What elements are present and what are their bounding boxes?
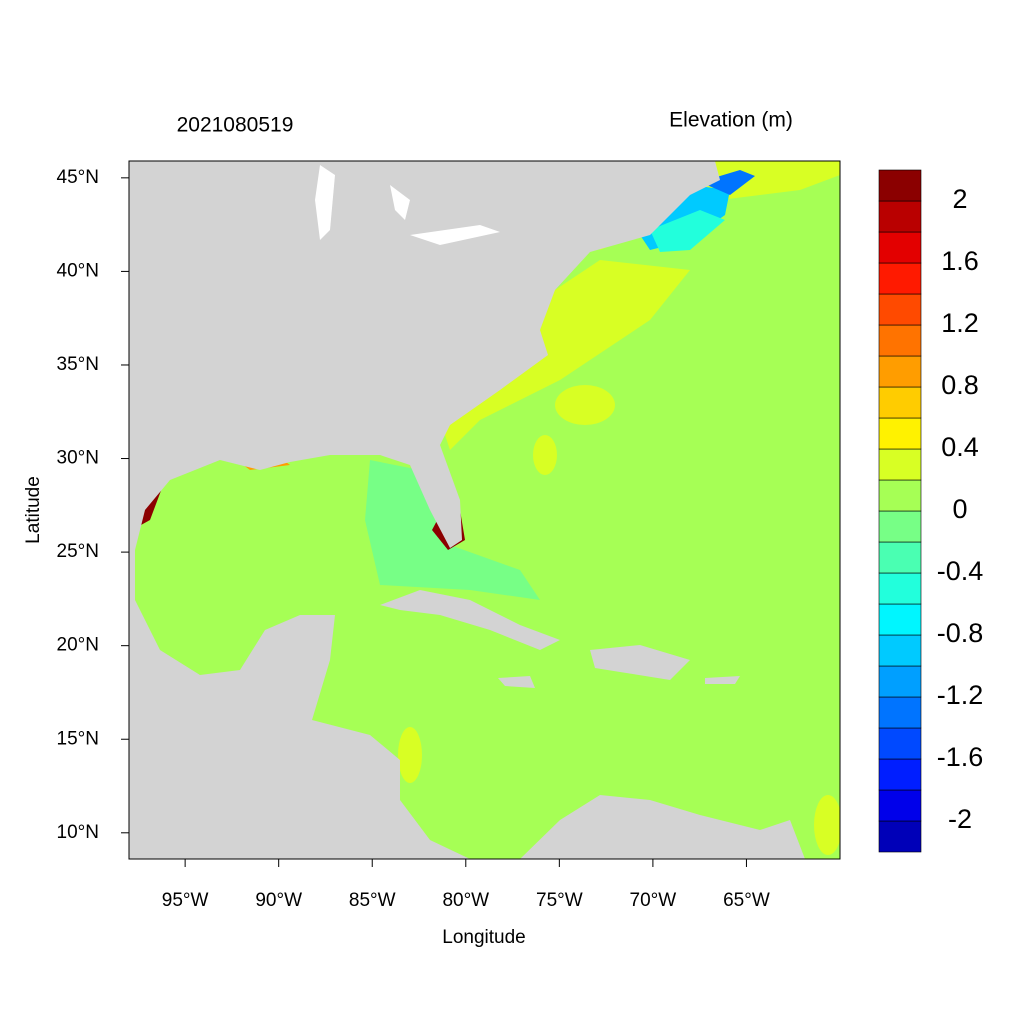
y-axis-label: Latitude: [23, 476, 44, 544]
colorbar-box: [878, 169, 922, 202]
colorbar-box: [878, 789, 922, 822]
variable-label: Elevation (m): [669, 109, 793, 132]
x-tick-label: 80°W: [442, 890, 489, 911]
colorbar-box: [878, 231, 922, 264]
colorbar-box: [878, 293, 922, 326]
colorbar-box: [878, 479, 922, 512]
colorbar-label: 2: [952, 184, 967, 214]
colorbar-box: [878, 634, 922, 667]
x-tick-label: 65°W: [723, 890, 770, 911]
colorbar-box: [878, 448, 922, 481]
x-axis-label: Longitude: [442, 927, 525, 948]
colorbar-box: [878, 820, 922, 853]
y-tick-label: 15°N: [57, 728, 99, 749]
y-tick-label: 25°N: [57, 541, 99, 562]
y-tick-label: 45°N: [57, 167, 99, 188]
x-tick-label: 85°W: [349, 890, 396, 911]
land: [129, 161, 805, 859]
plot-frame: [128, 160, 841, 860]
field-anomalies: [132, 161, 840, 855]
y-tick-label: 20°N: [57, 635, 99, 656]
colorbar-box: [878, 386, 922, 419]
colorbar-label: -0.8: [937, 618, 984, 648]
colorbar-label: 0: [952, 494, 967, 524]
y-tick-label: 40°N: [57, 260, 99, 281]
colorbar-box: [878, 200, 922, 233]
colorbar-box: [878, 696, 922, 729]
colorbar-label: 0.4: [941, 432, 979, 462]
colorbar-box: [878, 262, 922, 295]
colorbar-box: [878, 541, 922, 574]
x-tick-label: 90°W: [255, 890, 302, 911]
colorbar-box: [878, 758, 922, 791]
y-tick-label: 30°N: [57, 448, 99, 469]
colorbar-label: 1.6: [941, 246, 979, 276]
map: [129, 161, 840, 859]
y-tick-label: 10°N: [57, 822, 99, 843]
colorbar-label: -1.6: [937, 742, 984, 772]
x-tick-label: 75°W: [536, 890, 583, 911]
colorbar-label: -2: [948, 804, 972, 834]
colorbar-box: [878, 572, 922, 605]
colorbar-label: 1.2: [941, 308, 979, 338]
x-tick-label: 95°W: [162, 890, 209, 911]
colorbar-box: [878, 603, 922, 636]
colorbar-box: [878, 727, 922, 760]
colorbar-label: 0.8: [941, 370, 979, 400]
colorbar-box: [878, 324, 922, 357]
colorbar-box: [878, 355, 922, 388]
colorbar-label: -0.4: [937, 556, 984, 586]
x-tick-label: 70°W: [630, 890, 677, 911]
colorbar-label: -1.2: [937, 680, 984, 710]
time-label: 2021080519: [177, 114, 294, 137]
y-tick-label: 35°N: [57, 354, 99, 375]
colorbar-box: [878, 665, 922, 698]
lakes: [315, 165, 500, 245]
colorbar-box: [878, 417, 922, 450]
colorbar-box: [878, 510, 922, 543]
